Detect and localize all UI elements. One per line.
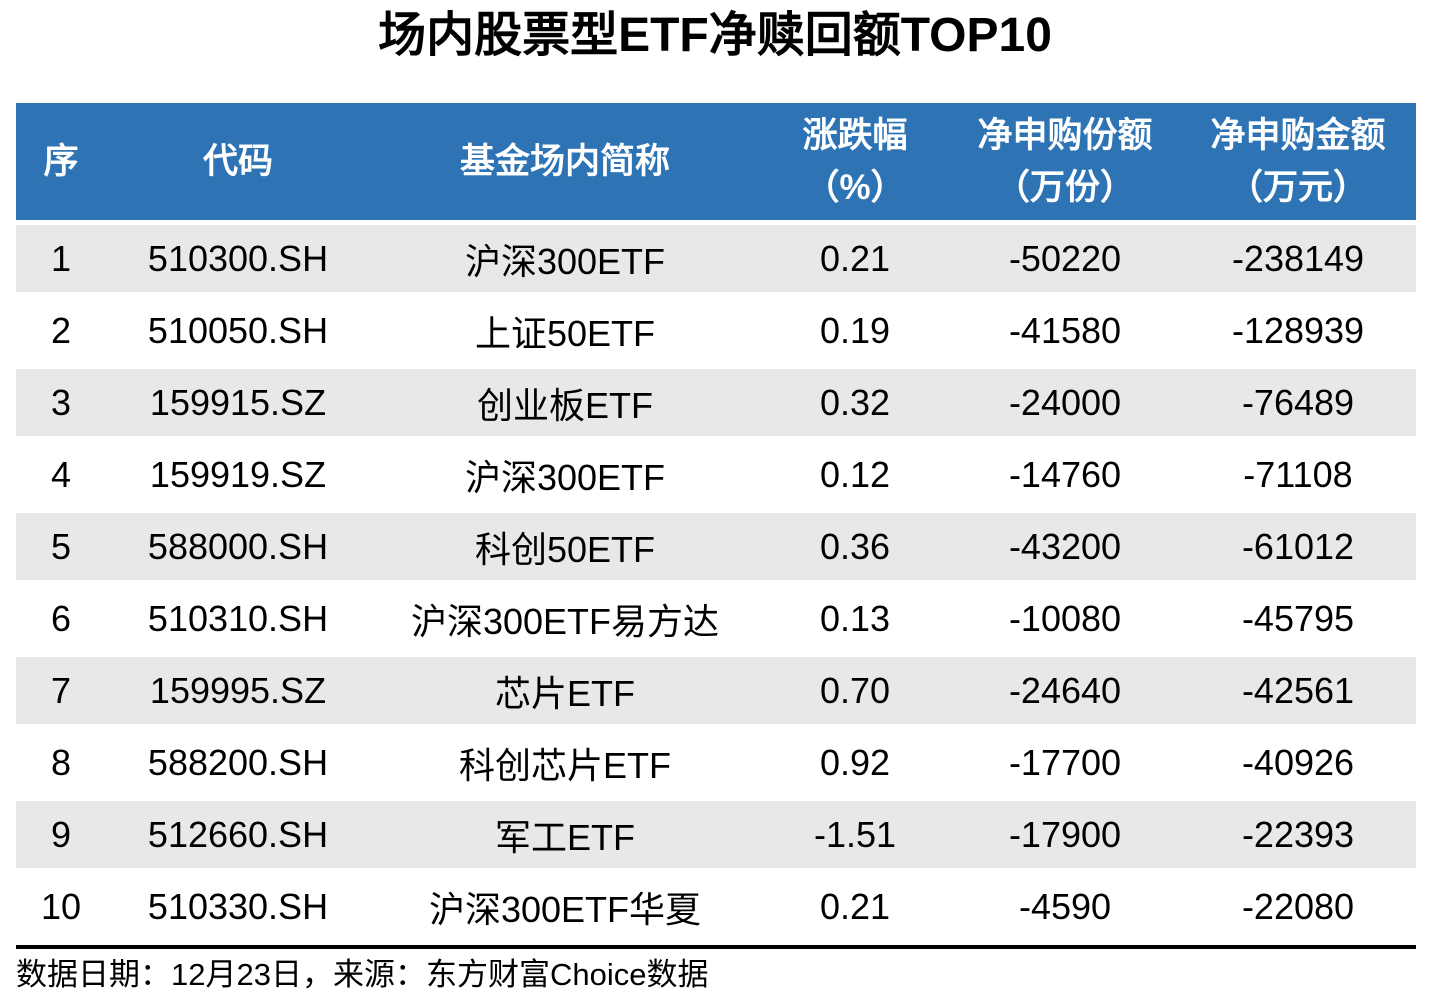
shares-cell: -4590 bbox=[950, 873, 1180, 940]
col-header-net-subscription-shares: 净申购份额 （万份） bbox=[950, 103, 1180, 220]
table-bottom-divider bbox=[16, 945, 1416, 949]
name-cell: 上证50ETF bbox=[370, 297, 760, 364]
table-row: 10 510330.SH 沪深300ETF华夏 0.21 -4590 -22080 bbox=[16, 873, 1416, 940]
change-cell: 0.19 bbox=[760, 297, 950, 364]
shares-cell: -14760 bbox=[950, 441, 1180, 508]
rank-cell: 8 bbox=[16, 729, 106, 796]
shares-cell: -17900 bbox=[950, 801, 1180, 868]
change-cell: 0.36 bbox=[760, 513, 950, 580]
change-cell: 0.70 bbox=[760, 657, 950, 724]
table-row: 1 510300.SH 沪深300ETF 0.21 -50220 -238149 bbox=[16, 225, 1416, 292]
change-cell: 0.21 bbox=[760, 225, 950, 292]
table-row: 9 512660.SH 军工ETF -1.51 -17900 -22393 bbox=[16, 801, 1416, 868]
code-cell: 512660.SH bbox=[106, 801, 370, 868]
table-row: 6 510310.SH 沪深300ETF易方达 0.13 -10080 -45795 bbox=[16, 585, 1416, 652]
col-header-code: 代码 bbox=[106, 103, 370, 220]
shares-cell: -43200 bbox=[950, 513, 1180, 580]
table-row: 2 510050.SH 上证50ETF 0.19 -41580 -128939 bbox=[16, 297, 1416, 364]
amount-cell: -22080 bbox=[1180, 873, 1416, 940]
code-cell: 588200.SH bbox=[106, 729, 370, 796]
change-cell: 0.12 bbox=[760, 441, 950, 508]
data-source-note: 数据日期：12月23日，来源：东方财富Choice数据 bbox=[16, 957, 709, 992]
code-cell: 588000.SH bbox=[106, 513, 370, 580]
change-cell: 0.21 bbox=[760, 873, 950, 940]
col-header-change-pct: 涨跌幅 （%） bbox=[760, 103, 950, 220]
amount-cell: -71108 bbox=[1180, 441, 1416, 508]
name-cell: 创业板ETF bbox=[370, 369, 760, 436]
amount-cell: -128939 bbox=[1180, 297, 1416, 364]
rank-cell: 1 bbox=[16, 225, 106, 292]
code-cell: 510310.SH bbox=[106, 585, 370, 652]
amount-cell: -40926 bbox=[1180, 729, 1416, 796]
change-cell: 0.32 bbox=[760, 369, 950, 436]
code-cell: 510050.SH bbox=[106, 297, 370, 364]
table-header-row: 序 代码 基金场内简称 涨跌幅 （%） 净申购份额 （万份） 净申购金额 bbox=[16, 103, 1416, 220]
table-row: 7 159995.SZ 芯片ETF 0.70 -24640 -42561 bbox=[16, 657, 1416, 724]
code-cell: 510330.SH bbox=[106, 873, 370, 940]
table-row: 8 588200.SH 科创芯片ETF 0.92 -17700 -40926 bbox=[16, 729, 1416, 796]
shares-cell: -10080 bbox=[950, 585, 1180, 652]
shares-cell: -24000 bbox=[950, 369, 1180, 436]
rank-cell: 2 bbox=[16, 297, 106, 364]
rank-cell: 10 bbox=[16, 873, 106, 940]
table-container: 序 代码 基金场内简称 涨跌幅 （%） 净申购份额 （万份） 净申购金额 bbox=[16, 98, 1416, 949]
table-row: 3 159915.SZ 创业板ETF 0.32 -24000 -76489 bbox=[16, 369, 1416, 436]
name-cell: 沪深300ETF华夏 bbox=[370, 873, 760, 940]
amount-cell: -76489 bbox=[1180, 369, 1416, 436]
code-cell: 159919.SZ bbox=[106, 441, 370, 508]
amount-cell: -238149 bbox=[1180, 225, 1416, 292]
rank-cell: 5 bbox=[16, 513, 106, 580]
rank-cell: 4 bbox=[16, 441, 106, 508]
col-header-fund-name: 基金场内简称 bbox=[370, 103, 760, 220]
rank-cell: 7 bbox=[16, 657, 106, 724]
shares-cell: -24640 bbox=[950, 657, 1180, 724]
shares-cell: -41580 bbox=[950, 297, 1180, 364]
amount-cell: -42561 bbox=[1180, 657, 1416, 724]
rank-cell: 3 bbox=[16, 369, 106, 436]
shares-cell: -17700 bbox=[950, 729, 1180, 796]
code-cell: 510300.SH bbox=[106, 225, 370, 292]
table-body: 1 510300.SH 沪深300ETF 0.21 -50220 -238149 2 5100… bbox=[16, 225, 1416, 940]
table-row: 5 588000.SH 科创50ETF 0.36 -43200 -61012 bbox=[16, 513, 1416, 580]
code-cell: 159915.SZ bbox=[106, 369, 370, 436]
change-cell: 0.92 bbox=[760, 729, 950, 796]
col-header-rank: 序 bbox=[16, 103, 106, 220]
change-cell: -1.51 bbox=[760, 801, 950, 868]
amount-cell: -22393 bbox=[1180, 801, 1416, 868]
col-header-net-subscription-amount: 净申购金额 （万元） bbox=[1180, 103, 1416, 220]
shares-cell: -50220 bbox=[950, 225, 1180, 292]
code-cell: 159995.SZ bbox=[106, 657, 370, 724]
name-cell: 沪深300ETF bbox=[370, 441, 760, 508]
table-row: 4 159919.SZ 沪深300ETF 0.12 -14760 -71108 bbox=[16, 441, 1416, 508]
name-cell: 科创50ETF bbox=[370, 513, 760, 580]
name-cell: 沪深300ETF易方达 bbox=[370, 585, 760, 652]
rank-cell: 9 bbox=[16, 801, 106, 868]
amount-cell: -45795 bbox=[1180, 585, 1416, 652]
page-title: 场内股票型ETF净赎回额TOP10 bbox=[378, 9, 1052, 62]
rank-cell: 6 bbox=[16, 585, 106, 652]
name-cell: 军工ETF bbox=[370, 801, 760, 868]
name-cell: 芯片ETF bbox=[370, 657, 760, 724]
change-cell: 0.13 bbox=[760, 585, 950, 652]
amount-cell: -61012 bbox=[1180, 513, 1416, 580]
name-cell: 科创芯片ETF bbox=[370, 729, 760, 796]
etf-redemption-table: 序 代码 基金场内简称 涨跌幅 （%） 净申购份额 （万份） 净申购金额 bbox=[16, 98, 1416, 945]
name-cell: 沪深300ETF bbox=[370, 225, 760, 292]
